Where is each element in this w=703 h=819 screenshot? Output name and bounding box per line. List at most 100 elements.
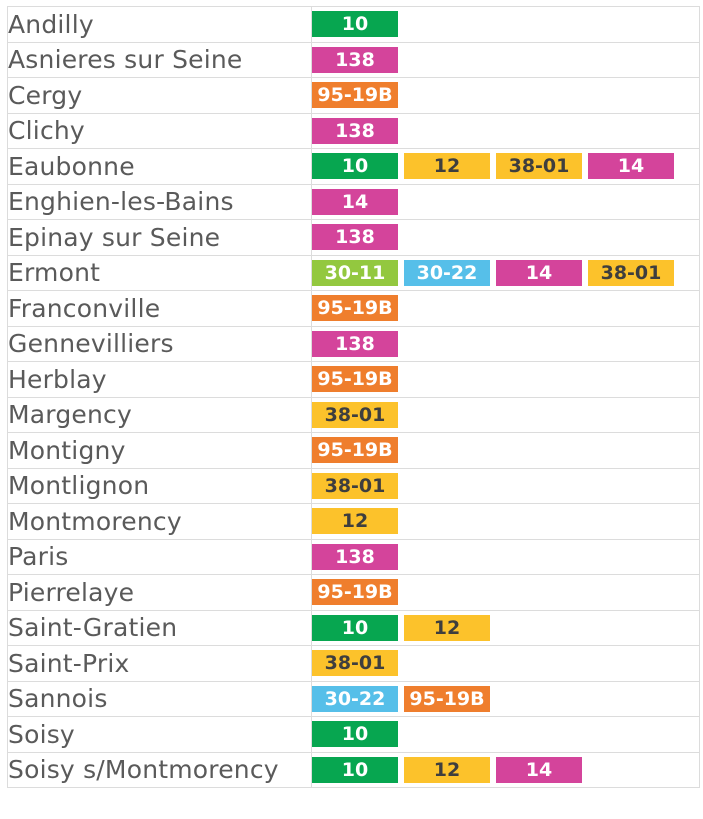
town-name: Saint-Prix <box>7 645 312 682</box>
town-name: Franconville <box>7 290 312 327</box>
bus-lines-cell: 95-19B <box>311 432 700 469</box>
bus-line-badge: 95-19B <box>312 437 398 464</box>
bus-line-badge: 12 <box>404 614 490 641</box>
table-row: Eaubonne 10 12 38-01 14 <box>7 148 700 185</box>
bus-line-badge: 30-11 <box>312 259 398 286</box>
table-row: Montigny 95-19B <box>7 432 700 469</box>
table-row: Pierrelaye 95-19B <box>7 574 700 611</box>
bus-lines-cell: 138 <box>311 219 700 256</box>
bus-lines-cell: 30-22 95-19B <box>311 680 700 717</box>
bus-line-badge: 10 <box>312 153 398 180</box>
table-row: Saint-Prix 38-01 <box>7 645 700 682</box>
bus-lines-cell: 95-19B <box>311 361 700 398</box>
town-name: Asnieres sur Seine <box>7 41 312 78</box>
bus-line-badge: 95-19B <box>404 685 490 712</box>
bus-lines-cell: 10 12 38-01 14 <box>311 148 700 185</box>
bus-line-badge: 12 <box>312 508 398 535</box>
table-row: Soisy s/Montmorency 10 12 14 <box>7 751 700 788</box>
town-name: Gennevilliers <box>7 325 312 362</box>
town-name: Saint-Gratien <box>7 609 312 646</box>
bus-line-badge: 12 <box>404 756 490 783</box>
bus-line-badge: 138 <box>312 330 398 357</box>
bus-line-badge: 95-19B <box>312 579 398 606</box>
bus-line-badge: 10 <box>312 614 398 641</box>
table-row: Asnieres sur Seine 138 <box>7 41 700 78</box>
town-name: Cergy <box>7 77 312 114</box>
bus-line-badge: 10 <box>312 11 398 38</box>
table-row: Epinay sur Seine 138 <box>7 219 700 256</box>
bus-lines-cell: 95-19B <box>311 574 700 611</box>
town-name: Pierrelaye <box>7 574 312 611</box>
table-row: Clichy 138 <box>7 112 700 149</box>
bus-lines-cell: 38-01 <box>311 467 700 504</box>
bus-lines-cell: 10 <box>311 6 700 43</box>
town-name: Epinay sur Seine <box>7 219 312 256</box>
bus-line-badge: 14 <box>312 188 398 215</box>
table-row: Andilly 10 <box>7 6 700 43</box>
bus-lines-cell: 138 <box>311 325 700 362</box>
bus-line-badge: 138 <box>312 46 398 73</box>
table-row: Cergy 95-19B <box>7 77 700 114</box>
table-row: Franconville 95-19B <box>7 290 700 327</box>
bus-lines-cell: 38-01 <box>311 645 700 682</box>
bus-lines-cell: 12 <box>311 503 700 540</box>
table-row: Soisy 10 <box>7 716 700 753</box>
bus-line-badge: 14 <box>496 259 582 286</box>
table-row: Montmorency 12 <box>7 503 700 540</box>
bus-lines-cell: 138 <box>311 41 700 78</box>
town-bus-lines-table: Andilly 10 Asnieres sur Seine 138 Cergy 95-19… <box>7 6 700 788</box>
bus-lines-cell: 95-19B <box>311 290 700 327</box>
bus-lines-cell: 30-11 30-22 14 38-01 <box>311 254 700 291</box>
bus-line-badge: 38-01 <box>312 472 398 499</box>
bus-lines-cell: 10 <box>311 716 700 753</box>
bus-line-badge: 30-22 <box>404 259 490 286</box>
town-name: Clichy <box>7 112 312 149</box>
bus-lines-cell: 10 12 14 <box>311 751 700 788</box>
town-name: Sannois <box>7 680 312 717</box>
bus-line-badge: 38-01 <box>312 401 398 428</box>
table-row: Saint-Gratien 10 12 <box>7 609 700 646</box>
bus-line-badge: 30-22 <box>312 685 398 712</box>
bus-line-badge: 38-01 <box>588 259 674 286</box>
bus-lines-cell: 38-01 <box>311 396 700 433</box>
table-row: Montlignon 38-01 <box>7 467 700 504</box>
bus-line-badge: 95-19B <box>312 82 398 109</box>
bus-lines-cell: 10 12 <box>311 609 700 646</box>
bus-lines-cell: 95-19B <box>311 77 700 114</box>
table-row: Margency 38-01 <box>7 396 700 433</box>
bus-line-badge: 38-01 <box>496 153 582 180</box>
town-name: Enghien-les-Bains <box>7 183 312 220</box>
bus-line-badge: 12 <box>404 153 490 180</box>
bus-lines-cell: 138 <box>311 112 700 149</box>
table-row: Gennevilliers 138 <box>7 325 700 362</box>
table-row: Sannois 30-22 95-19B <box>7 680 700 717</box>
town-name: Montlignon <box>7 467 312 504</box>
town-name: Herblay <box>7 361 312 398</box>
bus-line-badge: 95-19B <box>312 295 398 322</box>
town-name: Montigny <box>7 432 312 469</box>
bus-line-badge: 10 <box>312 756 398 783</box>
town-name: Soisy <box>7 716 312 753</box>
bus-line-badge: 138 <box>312 117 398 144</box>
town-name: Ermont <box>7 254 312 291</box>
bus-lines-cell: 138 <box>311 538 700 575</box>
town-name: Eaubonne <box>7 148 312 185</box>
town-name: Soisy s/Montmorency <box>7 751 312 788</box>
table-row: Enghien-les-Bains 14 <box>7 183 700 220</box>
bus-line-badge: 95-19B <box>312 366 398 393</box>
table-row: Herblay 95-19B <box>7 361 700 398</box>
bus-line-badge: 10 <box>312 721 398 748</box>
town-name: Margency <box>7 396 312 433</box>
table-body: Andilly 10 Asnieres sur Seine 138 Cergy 95-19… <box>7 6 700 788</box>
bus-line-badge: 38-01 <box>312 650 398 677</box>
bus-lines-cell: 14 <box>311 183 700 220</box>
table-row: Ermont 30-11 30-22 14 38-01 <box>7 254 700 291</box>
bus-line-badge: 14 <box>496 756 582 783</box>
bus-line-badge: 138 <box>312 224 398 251</box>
bus-line-badge: 138 <box>312 543 398 570</box>
bus-line-badge: 14 <box>588 153 674 180</box>
table-row: Paris 138 <box>7 538 700 575</box>
town-name: Montmorency <box>7 503 312 540</box>
town-name: Andilly <box>7 6 312 43</box>
town-name: Paris <box>7 538 312 575</box>
